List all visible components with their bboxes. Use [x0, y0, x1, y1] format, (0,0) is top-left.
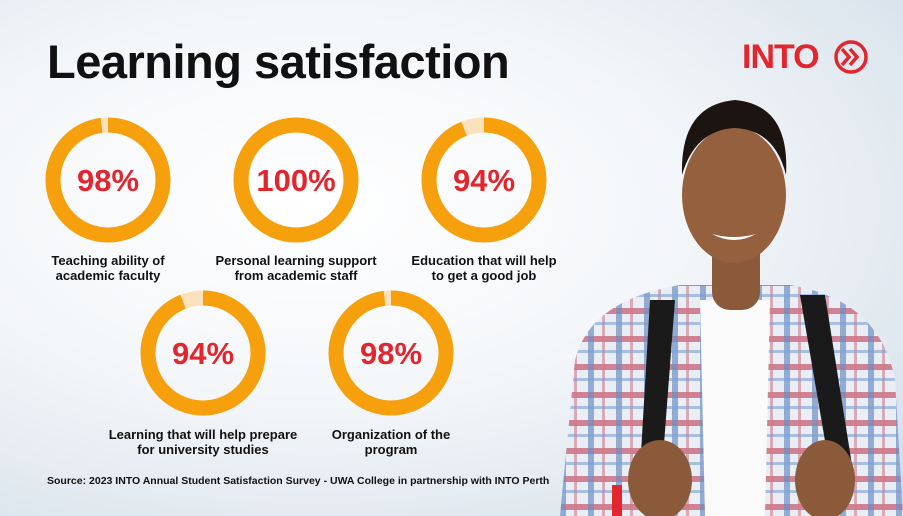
value-label: 100% [256, 163, 335, 198]
value-label: 98% [77, 163, 139, 198]
donut-arc [233, 117, 359, 243]
logo: INTO [742, 38, 820, 76]
donut-label: Teaching ability of academic faculty [51, 253, 165, 283]
title: Learning satisfaction [47, 35, 510, 88]
value-label: 98% [360, 336, 422, 371]
donut-label: Education that will help to get a good j… [411, 253, 557, 283]
donut-label: Organization of the program [331, 427, 451, 457]
donut-label: Learning that will help prepare for univ… [108, 427, 298, 457]
donut-arc [328, 290, 454, 416]
logo-icon [834, 40, 868, 74]
value-label: 94% [453, 163, 515, 198]
donut-arc [45, 117, 171, 243]
donut-label: Personal learning support from academic … [215, 253, 377, 283]
donut-arc [140, 290, 266, 416]
source: Source: 2023 INTO Annual Student Satisfa… [47, 475, 550, 487]
donut-arc [421, 117, 547, 243]
value-label: 94% [172, 336, 234, 371]
person [560, 100, 903, 516]
